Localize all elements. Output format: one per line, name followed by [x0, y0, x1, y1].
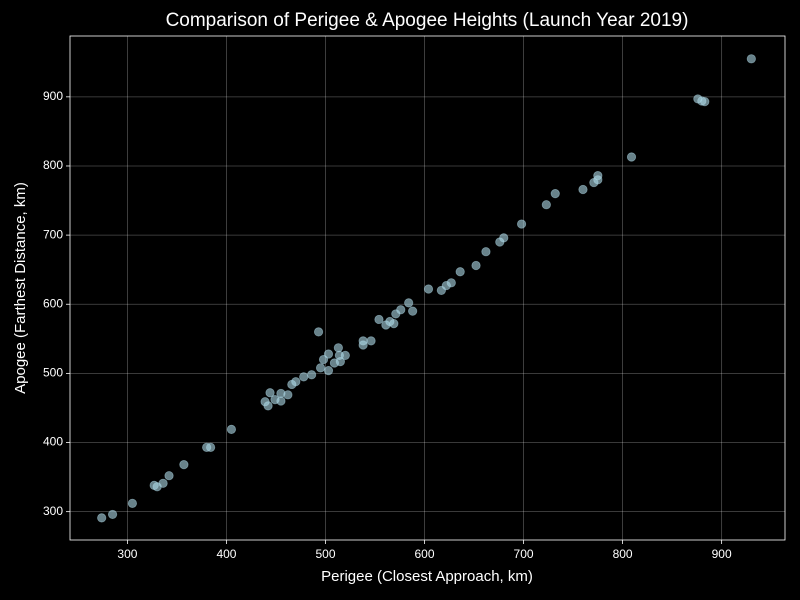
point [389, 319, 399, 329]
point [291, 377, 301, 387]
point [263, 401, 273, 411]
y-tick-label: 400 [43, 435, 63, 449]
y-axis-label: Apogee (Farthest Distance, km) [12, 182, 29, 394]
point [404, 298, 414, 308]
point [423, 284, 434, 294]
point [446, 278, 456, 288]
point [127, 498, 137, 508]
point [323, 366, 334, 376]
point [265, 388, 275, 398]
point [307, 370, 317, 380]
point [333, 343, 343, 353]
point [700, 97, 710, 107]
chart-title: Comparison of Perigee & Apogee Heights (… [166, 10, 689, 31]
point [158, 478, 168, 488]
point [179, 460, 189, 470]
point [471, 260, 481, 271]
point [299, 372, 309, 382]
x-tick-label: 500 [315, 547, 335, 561]
x-tick-label: 700 [514, 547, 534, 561]
point [313, 327, 324, 337]
point [107, 509, 118, 520]
point [499, 233, 509, 243]
point [626, 152, 637, 162]
point [206, 442, 216, 452]
point [455, 267, 465, 277]
point [366, 336, 376, 346]
x-tick-label: 300 [117, 547, 137, 561]
y-tick-label: 800 [43, 158, 63, 172]
y-tick-label: 700 [43, 227, 63, 241]
point [283, 390, 293, 400]
point [481, 247, 491, 257]
point [340, 350, 350, 361]
point [335, 357, 345, 367]
point [746, 54, 756, 64]
point [408, 306, 418, 316]
plot-frame [69, 35, 786, 541]
point [593, 171, 603, 181]
point [396, 305, 406, 315]
point [315, 363, 326, 373]
y-tick-label: 900 [43, 89, 63, 103]
point [541, 200, 551, 210]
point [276, 396, 286, 406]
point [226, 424, 237, 434]
x-tick-label: 800 [613, 547, 633, 561]
point [323, 349, 334, 359]
x-tick-label: 400 [216, 547, 236, 561]
point [164, 471, 174, 481]
y-tick-label: 300 [43, 504, 63, 518]
point [550, 189, 560, 199]
point [578, 184, 588, 195]
x-tick-label: 900 [712, 547, 732, 561]
x-tick-label: 600 [415, 547, 435, 561]
point [358, 340, 368, 350]
y-tick-label: 600 [43, 296, 63, 310]
point [374, 314, 384, 325]
y-tick-label: 500 [43, 366, 63, 380]
x-axis-label: Perigee (Closest Approach, km) [321, 568, 533, 585]
point [516, 219, 527, 229]
point [97, 513, 107, 523]
